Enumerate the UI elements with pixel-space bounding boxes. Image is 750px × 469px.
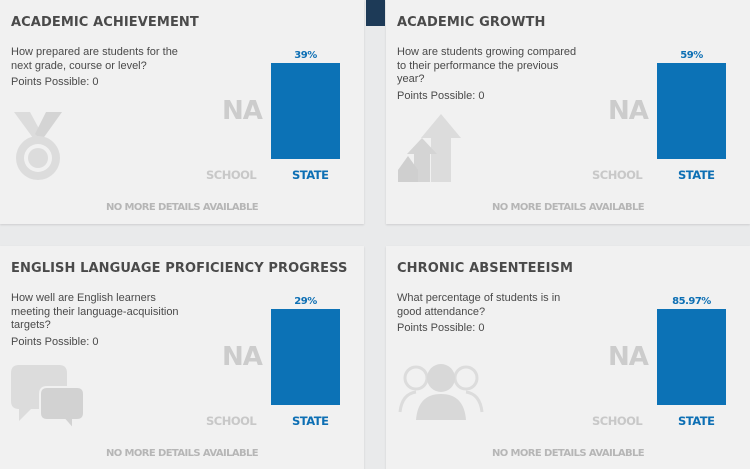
points-possible: Points Possible: 0 <box>11 335 99 348</box>
card-english-language-proficiency[interactable]: ENGLISH LANGUAGE PROFICIENCY PROGRESS Ho… <box>0 246 364 469</box>
state-value: 59% <box>680 50 703 61</box>
state-value: 39% <box>294 50 317 61</box>
state-bar <box>657 63 726 159</box>
question-text: How prepared are students for the next g… <box>11 46 178 72</box>
card-title: CHRONIC ABSENTEEISM <box>397 261 574 276</box>
top-accent-bar <box>366 0 385 26</box>
card-title: ACADEMIC ACHIEVEMENT <box>11 15 199 30</box>
state-label: STATE <box>678 414 715 428</box>
question-text: How are students growing compared to the… <box>397 46 577 85</box>
school-value: NA <box>222 96 263 126</box>
growth-arrow-icon <box>398 114 461 182</box>
school-label: SCHOOL <box>592 168 643 182</box>
card-academic-growth[interactable]: ACADEMIC GROWTH How are students growing… <box>386 0 750 224</box>
question-text: What percentage of students is in good a… <box>397 292 561 318</box>
card-question: How prepared are students for the next g… <box>11 46 196 90</box>
no-more-details: NO MORE DETAILS AVAILABLE <box>105 202 259 213</box>
state-bar <box>657 309 726 405</box>
card-academic-achievement[interactable]: ACADEMIC ACHIEVEMENT How prepared are st… <box>0 0 364 224</box>
state-bar <box>271 63 340 159</box>
state-bar <box>271 309 340 405</box>
medal-icon <box>14 112 62 180</box>
state-value: 29% <box>294 296 317 307</box>
school-label: SCHOOL <box>592 414 643 428</box>
card-title: ACADEMIC GROWTH <box>397 15 546 30</box>
no-more-details: NO MORE DETAILS AVAILABLE <box>105 448 259 459</box>
no-more-details: NO MORE DETAILS AVAILABLE <box>491 448 645 459</box>
card-question: How are students growing compared to the… <box>397 46 582 103</box>
state-label: STATE <box>292 414 329 428</box>
school-value: NA <box>222 342 263 372</box>
card-chronic-absenteeism[interactable]: CHRONIC ABSENTEEISM What percentage of s… <box>386 246 750 469</box>
state-value: 85.97% <box>672 296 711 307</box>
school-value: NA <box>608 342 649 372</box>
state-label: STATE <box>292 168 329 182</box>
speech-bubbles-icon <box>11 365 85 429</box>
school-label: SCHOOL <box>206 168 257 182</box>
points-possible: Points Possible: 0 <box>397 89 485 102</box>
points-possible: Points Possible: 0 <box>11 76 99 88</box>
card-question: What percentage of students is in good a… <box>397 292 582 336</box>
question-text: How well are English learners meeting th… <box>11 292 179 331</box>
no-more-details: NO MORE DETAILS AVAILABLE <box>491 202 645 213</box>
school-label: SCHOOL <box>206 414 257 428</box>
state-label: STATE <box>678 168 715 182</box>
people-group-icon <box>398 364 484 420</box>
card-question: How well are English learners meeting th… <box>11 292 196 349</box>
card-title: ENGLISH LANGUAGE PROFICIENCY PROGRESS <box>11 261 348 276</box>
points-possible: Points Possible: 0 <box>397 322 485 334</box>
school-value: NA <box>608 96 649 126</box>
